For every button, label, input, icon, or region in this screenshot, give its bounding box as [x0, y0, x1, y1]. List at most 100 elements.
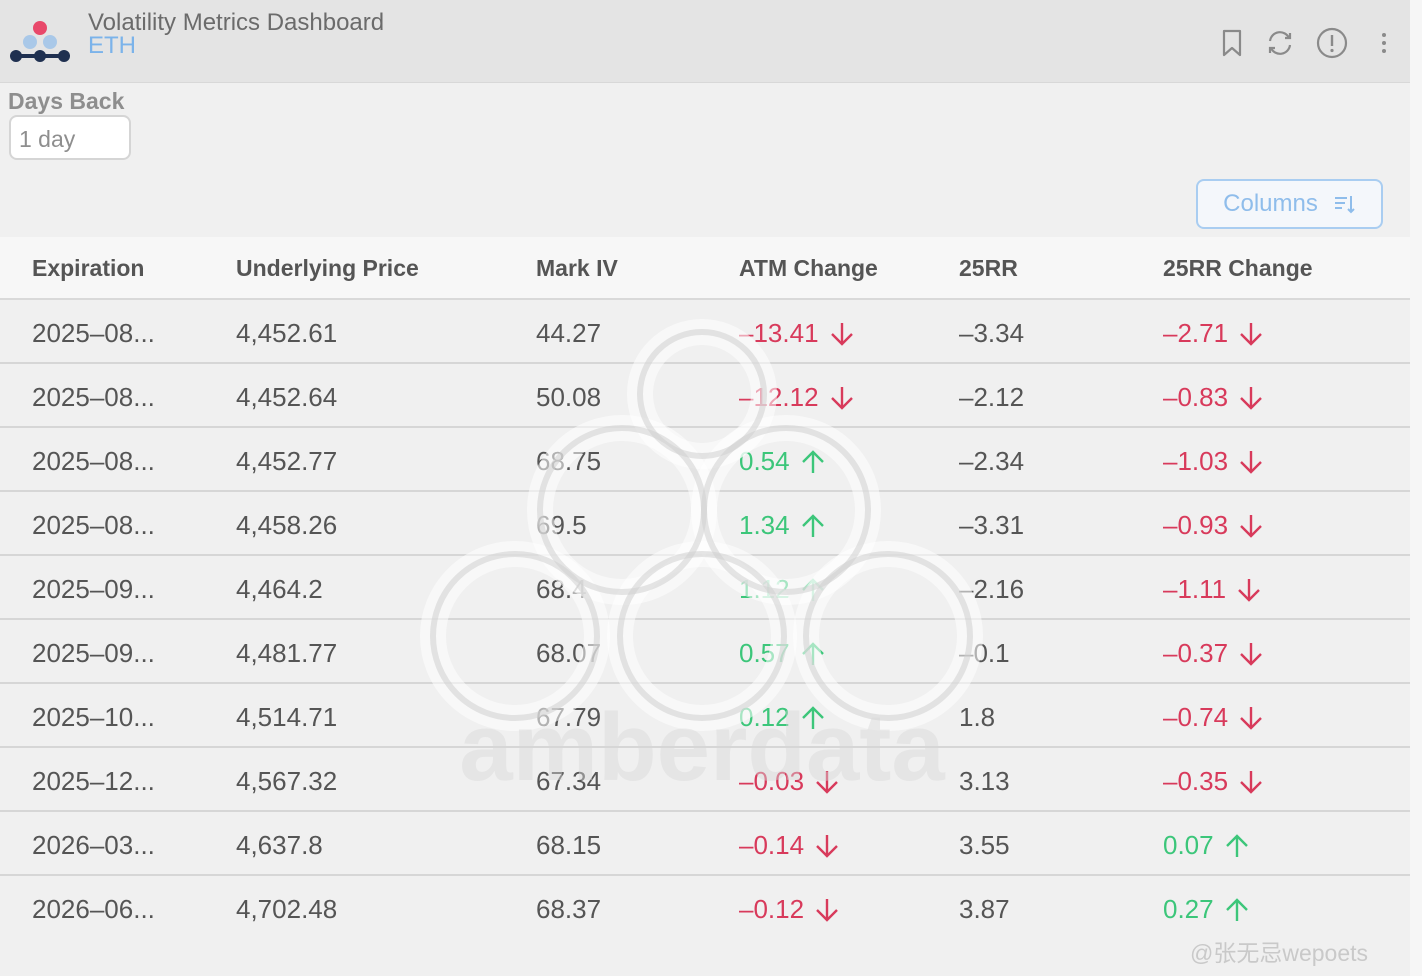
table-row[interactable]: 2025–08... 4,458.26 69.5 1.34 –3.31 –0.93: [0, 492, 1410, 556]
rr25-cell: –2.12: [959, 382, 1024, 413]
column-header-underlying-price[interactable]: Underlying Price: [236, 255, 419, 281]
rr25-cell: 1.8: [959, 702, 995, 733]
rr25-cell: –3.31: [959, 510, 1024, 541]
column-header-25rr-change[interactable]: 25RR Change: [1163, 255, 1313, 281]
rr25-cell-value: –3.34: [959, 318, 1025, 348]
arrow-down-icon: [1226, 576, 1262, 604]
mark-iv-cell-value: 67.79: [536, 702, 602, 732]
volatility-table: Expiration Underlying Price Mark IV ATM …: [0, 237, 1410, 938]
mark-iv-cell: 68.4: [536, 574, 587, 605]
rr25-cell-value: –2.34: [959, 446, 1025, 476]
mark-iv-cell: 50.08: [536, 382, 601, 413]
rr25-cell: –3.34: [959, 318, 1024, 349]
atm-change-cell-value: 1.34: [739, 510, 790, 540]
bookmark-icon[interactable]: [1215, 26, 1249, 60]
underlying-price-cell: 4,481.77: [236, 638, 337, 669]
expiration-cell: 2025–08...: [32, 446, 155, 477]
column-header-expiration[interactable]: Expiration: [32, 255, 145, 281]
underlying-price-cell-value: 4,458.26: [236, 510, 338, 540]
rr25-change-cell: –0.93: [1163, 510, 1264, 541]
sort-list-icon: [1334, 196, 1355, 214]
arrow-down-icon: [1228, 512, 1264, 540]
columns-button-label: Columns: [1223, 190, 1318, 217]
atm-change-cell-value: –0.03: [739, 766, 805, 796]
asset-subtitle: ETH: [88, 32, 136, 59]
refresh-icon[interactable]: [1263, 26, 1297, 60]
arrow-down-icon: [804, 768, 840, 796]
expiration-cell: 2025–08...: [32, 382, 155, 413]
days-back-label: Days Back: [8, 88, 125, 114]
atm-change-cell: 1.12: [739, 574, 826, 605]
atm-change-cell-value: –0.12: [739, 894, 805, 924]
arrow-up-icon: [790, 640, 826, 668]
atm-change-cell-value: 0.57: [739, 638, 790, 668]
table-body: 2025–08... 4,452.61 44.27 –13.41 –3.34 –2.71 2…: [0, 300, 1410, 938]
arrow-up-icon: [1214, 896, 1250, 924]
underlying-price-cell-value: 4,452.77: [236, 446, 338, 476]
underlying-price-cell-value: 4,514.71: [236, 702, 338, 732]
table-row[interactable]: 2025–12... 4,567.32 67.34 –0.03 3.13 –0.35: [0, 748, 1410, 812]
table-row[interactable]: 2026–03... 4,637.8 68.15 –0.14 3.55 0.07: [0, 812, 1410, 876]
underlying-price-cell: 4,452.61: [236, 318, 337, 349]
table-row[interactable]: 2025–10... 4,514.71 67.79 0.12 1.8 –0.74: [0, 684, 1410, 748]
mark-iv-cell: 68.37: [536, 894, 601, 925]
mark-iv-cell: 69.5: [536, 510, 587, 541]
atm-change-cell: 0.54: [739, 446, 826, 477]
rr25-cell-value: –2.12: [959, 382, 1025, 412]
rr25-change-cell-value: –2.71: [1163, 318, 1229, 348]
atm-change-cell: –0.03: [739, 766, 840, 797]
rr25-cell: 3.55: [959, 830, 1010, 861]
atm-change-cell: –13.41: [739, 318, 855, 349]
expiration-cell: 2026–03...: [32, 830, 155, 861]
rr25-cell: –0.1: [959, 638, 1010, 669]
atm-change-cell: 1.34: [739, 510, 826, 541]
mark-iv-cell-value: 68.37: [536, 894, 602, 924]
rr25-cell: –2.34: [959, 446, 1024, 477]
rr25-cell-value: 1.8: [959, 702, 996, 732]
column-header-25rr[interactable]: 25RR: [959, 255, 1018, 281]
scrollbar-track[interactable]: [1410, 0, 1422, 976]
atm-change-cell: –12.12: [739, 382, 855, 413]
atm-change-cell-value: –13.41: [739, 318, 819, 348]
rr25-change-cell: –2.71: [1163, 318, 1264, 349]
atm-change-cell-value: –0.14: [739, 830, 805, 860]
expiration-cell-value: 2025–08...: [32, 510, 155, 540]
mark-iv-cell: 67.34: [536, 766, 601, 797]
table-row[interactable]: 2025–08... 4,452.61 44.27 –13.41 –3.34 –2.71: [0, 300, 1410, 364]
rr25-cell: –2.16: [959, 574, 1024, 605]
info-icon[interactable]: [1315, 26, 1349, 60]
arrow-down-icon: [1228, 448, 1264, 476]
expiration-cell-value: 2025–09...: [32, 574, 155, 604]
underlying-price-cell-value: 4,637.8: [236, 830, 323, 860]
mark-iv-cell: 68.07: [536, 638, 601, 669]
atm-change-cell-value: 0.54: [739, 446, 790, 476]
underlying-price-cell: 4,702.48: [236, 894, 337, 925]
table-row[interactable]: 2025–08... 4,452.77 68.75 0.54 –2.34 –1.03: [0, 428, 1410, 492]
mark-iv-cell: 68.15: [536, 830, 601, 861]
column-header-atm-change[interactable]: ATM Change: [739, 255, 878, 281]
table-row[interactable]: 2026–06... 4,702.48 68.37 –0.12 3.87 0.27: [0, 876, 1410, 938]
rr25-change-cell-value: –0.93: [1163, 510, 1229, 540]
mark-iv-cell-value: 50.08: [536, 382, 602, 412]
amberdata-logo: [10, 21, 70, 62]
rr25-cell-value: 3.87: [959, 894, 1010, 924]
arrow-down-icon: [804, 832, 840, 860]
table-row[interactable]: 2025–09... 4,481.77 68.07 0.57 –0.1 –0.37: [0, 620, 1410, 684]
rr25-cell-value: –2.16: [959, 574, 1025, 604]
mark-iv-cell: 44.27: [536, 318, 601, 349]
underlying-price-cell-value: 4,452.64: [236, 382, 338, 412]
arrow-up-icon: [790, 576, 826, 604]
table-row[interactable]: 2025–08... 4,452.64 50.08 –12.12 –2.12 –0.83: [0, 364, 1410, 428]
expiration-cell-value: 2026–03...: [32, 830, 155, 860]
days-back-select[interactable]: 1 day: [9, 115, 131, 160]
column-header-mark-iv[interactable]: Mark IV: [536, 255, 618, 281]
expiration-cell-value: 2026–06...: [32, 894, 155, 924]
underlying-price-cell: 4,567.32: [236, 766, 337, 797]
columns-button[interactable]: Columns: [1196, 179, 1383, 229]
rr25-cell: 3.13: [959, 766, 1010, 797]
atm-change-cell-value: –12.12: [739, 382, 819, 412]
more-icon[interactable]: [1367, 26, 1401, 60]
arrow-up-icon: [1214, 832, 1250, 860]
underlying-price-cell: 4,452.64: [236, 382, 337, 413]
table-row[interactable]: 2025–09... 4,464.2 68.4 1.12 –2.16 –1.11: [0, 556, 1410, 620]
